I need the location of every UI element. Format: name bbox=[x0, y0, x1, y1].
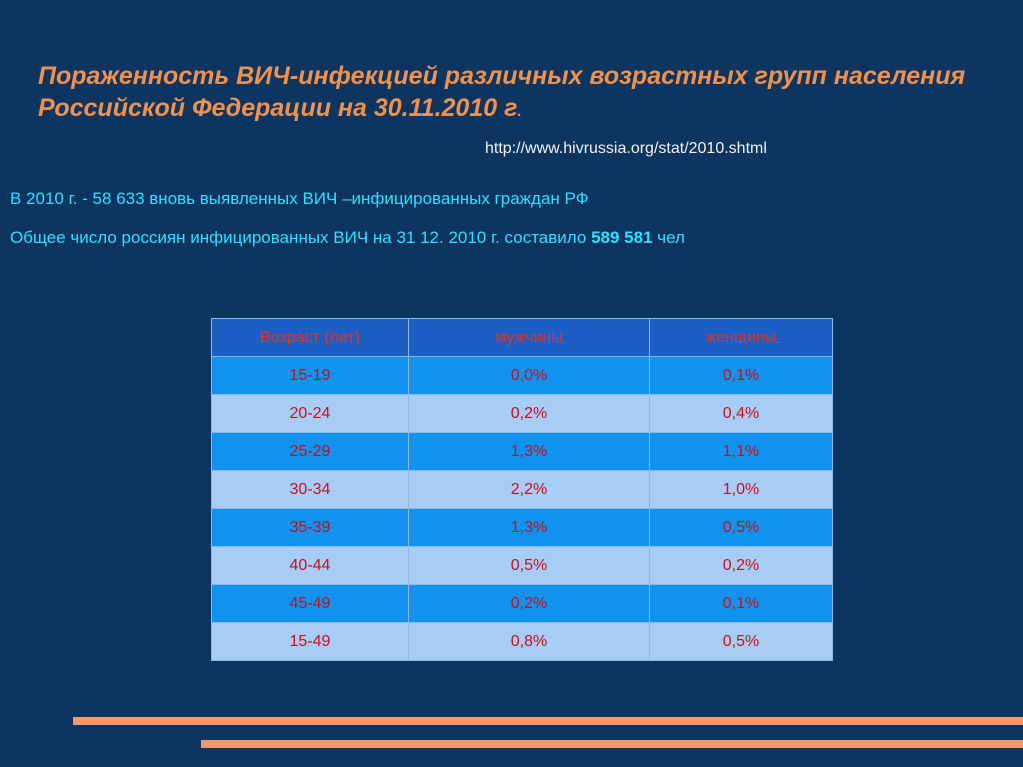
cell-men: 1,3% bbox=[408, 508, 650, 547]
hiv-age-table: Возраст (лет) мужчины женщины 15-19 0,0%… bbox=[211, 318, 833, 661]
table-row: 30-34 2,2% 1,0% bbox=[211, 470, 833, 509]
decorative-line-lower bbox=[201, 740, 1023, 748]
cell-age: 45-49 bbox=[211, 584, 409, 623]
cell-age: 40-44 bbox=[211, 546, 409, 585]
table-row: 45-49 0,2% 0,1% bbox=[211, 584, 833, 623]
table-header-row: Возраст (лет) мужчины женщины bbox=[211, 318, 833, 357]
new-cases-info: В 2010 г. - 58 633 вновь выявленных ВИЧ … bbox=[10, 189, 589, 208]
cell-men: 2,2% bbox=[408, 470, 650, 509]
header-age: Возраст (лет) bbox=[211, 318, 409, 357]
total-infected-info: Общее число россиян инфицированных ВИЧ н… bbox=[10, 227, 685, 249]
cell-age: 35-39 bbox=[211, 508, 409, 547]
cell-men: 0,5% bbox=[408, 546, 650, 585]
cell-age: 25-29 bbox=[211, 432, 409, 471]
cell-age: 15-19 bbox=[211, 356, 409, 395]
source-link[interactable]: http://www.hivrussia.org/stat/2010.shtml bbox=[485, 140, 767, 157]
cell-women: 0,2% bbox=[649, 546, 833, 585]
cell-age: 30-34 bbox=[211, 470, 409, 509]
cell-women: 1,1% bbox=[649, 432, 833, 471]
cell-women: 0,5% bbox=[649, 508, 833, 547]
header-women: женщины bbox=[649, 318, 833, 357]
cell-men: 0,2% bbox=[408, 584, 650, 623]
cell-men: 0,2% bbox=[408, 394, 650, 433]
cell-age: 15-49 bbox=[211, 622, 409, 661]
table-row: 15-49 0,8% 0,5% bbox=[211, 622, 833, 661]
cell-men: 0,8% bbox=[408, 622, 650, 661]
cell-women: 0,1% bbox=[649, 584, 833, 623]
total-infected-number: 589 581 bbox=[591, 228, 653, 247]
total-infected-prefix: Общее число россиян инфицированных ВИЧ н… bbox=[10, 228, 592, 247]
table-row: 20-24 0,2% 0,4% bbox=[211, 394, 833, 433]
cell-age: 20-24 bbox=[211, 394, 409, 433]
cell-women: 0,1% bbox=[649, 356, 833, 395]
slide-title-text: Пораженность ВИЧ-инфекцией различных воз… bbox=[38, 62, 966, 122]
slide-title-tail: . bbox=[517, 103, 522, 120]
cell-men: 0,0% bbox=[408, 356, 650, 395]
table-row: 35-39 1,3% 0,5% bbox=[211, 508, 833, 547]
table-row: 15-19 0,0% 0,1% bbox=[211, 356, 833, 395]
slide-title: Пораженность ВИЧ-инфекцией различных воз… bbox=[38, 60, 998, 128]
decorative-line-upper bbox=[73, 717, 1023, 725]
cell-women: 0,5% bbox=[649, 622, 833, 661]
cell-women: 0,4% bbox=[649, 394, 833, 433]
table-row: 40-44 0,5% 0,2% bbox=[211, 546, 833, 585]
total-infected-suffix: чел bbox=[652, 228, 685, 247]
cell-men: 1,3% bbox=[408, 432, 650, 471]
header-men: мужчины bbox=[408, 318, 650, 357]
cell-women: 1,0% bbox=[649, 470, 833, 509]
table-row: 25-29 1,3% 1,1% bbox=[211, 432, 833, 471]
